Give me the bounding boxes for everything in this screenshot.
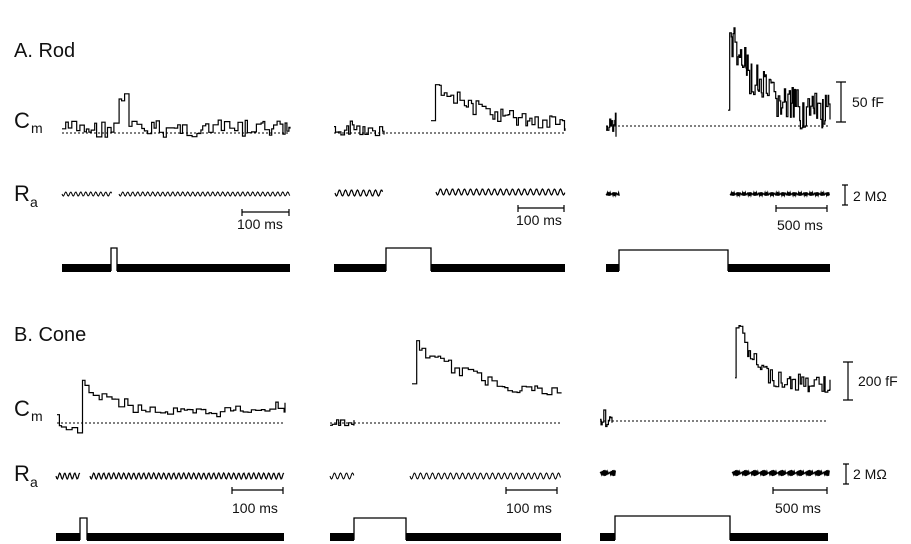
cm-label-rod-main: C bbox=[14, 108, 30, 133]
cone-capacitance-traces bbox=[57, 325, 831, 434]
ra-label-rod-main: R bbox=[14, 181, 30, 206]
ra-label-cone-main: R bbox=[14, 461, 30, 486]
rod-cap-scale-bar bbox=[836, 81, 846, 123]
cone-cm-trace-3-pre bbox=[600, 409, 613, 428]
cone-ra-trace-3-pre bbox=[599, 469, 616, 477]
rod-stim-2-pulse bbox=[385, 247, 432, 271]
panel-b-title: B. Cone bbox=[14, 324, 86, 346]
rod-time-scale-3-bar bbox=[775, 205, 828, 212]
rod-cm-trace-3-pre bbox=[606, 112, 617, 137]
rod-ra-trace-1-pre bbox=[61, 191, 113, 197]
cone-cap-scale-bar bbox=[843, 361, 853, 401]
rod-time-scale-1: 100 ms bbox=[237, 209, 290, 232]
rod-stim-1-pulse bbox=[110, 247, 118, 271]
rod-capacitance-traces bbox=[62, 27, 831, 138]
cone-ra-scale-label: 2 MΩ bbox=[853, 466, 887, 482]
cone-access-resistance-traces bbox=[55, 469, 830, 481]
rod-time-scale-3-label: 500 ms bbox=[777, 217, 823, 233]
cone-stimulus-traces bbox=[56, 515, 828, 541]
cone-time-scale-2: 100 ms bbox=[505, 487, 558, 516]
cone-ra-scale: 2 MΩ bbox=[843, 463, 887, 485]
rod-time-scale-1-bar bbox=[241, 209, 290, 216]
cm-label-cone-main: C bbox=[14, 396, 30, 421]
cone-time-scale-2-label: 100 ms bbox=[506, 500, 552, 516]
rod-ra-trace-1-post bbox=[118, 191, 291, 197]
cone-ra-trace-1-pre bbox=[55, 472, 81, 481]
cone-cm-trace-2-post bbox=[412, 340, 562, 396]
rod-ra-scale-bar bbox=[842, 184, 848, 206]
cone-ra-trace-1-post bbox=[89, 471, 285, 481]
cone-cm-trace-2-pre bbox=[330, 419, 355, 427]
cone-stim-2-pulse bbox=[353, 517, 407, 540]
rod-ra-scale-label: 2 MΩ bbox=[853, 188, 887, 204]
cone-cm-trace-1 bbox=[57, 379, 286, 434]
cone-ra-trace-2-post bbox=[409, 472, 561, 480]
rod-ra-trace-3-post bbox=[729, 190, 830, 198]
rod-cm-trace-2-post bbox=[431, 84, 566, 131]
rod-ra-trace-2-pre bbox=[334, 189, 384, 197]
rod-cm-trace-1 bbox=[62, 93, 291, 138]
cone-time-scale-3: 500 ms bbox=[772, 487, 828, 516]
rod-cap-scale: 50 fF bbox=[836, 81, 884, 123]
rod-cap-scale-label: 50 fF bbox=[852, 94, 884, 110]
rod-access-resistance-traces bbox=[61, 188, 830, 198]
cone-time-scale-1-bar bbox=[231, 487, 284, 494]
rod-ra-scale: 2 MΩ bbox=[842, 184, 887, 206]
rod-stimulus-traces bbox=[62, 247, 830, 272]
panel-a-title: A. Rod bbox=[14, 40, 75, 62]
ra-label-cone-sub: a bbox=[30, 474, 38, 490]
ra-label-rod-sub: a bbox=[30, 194, 38, 210]
rod-time-scale-2: 100 ms bbox=[516, 205, 565, 228]
rod-cm-trace-3-post bbox=[728, 27, 831, 130]
cone-time-scale-1: 100 ms bbox=[231, 487, 284, 516]
rod-time-scale-2-bar bbox=[517, 205, 565, 212]
rod-time-scale-1-label: 100 ms bbox=[237, 216, 283, 232]
rod-time-scale-3: 500 ms bbox=[775, 205, 828, 233]
cone-ra-trace-3-post bbox=[731, 469, 830, 477]
cm-label-cone-sub: m bbox=[31, 408, 43, 424]
cone-time-scale-2-bar bbox=[505, 487, 558, 494]
rod-cm-trace-2-pre bbox=[334, 120, 385, 137]
cone-ra-trace-2-pre bbox=[329, 472, 355, 480]
cone-cm-trace-3-post bbox=[735, 325, 831, 393]
ra-label-rod: R a bbox=[14, 181, 38, 210]
cone-time-scale-3-bar bbox=[772, 487, 828, 494]
cone-stim-1-pulse bbox=[79, 517, 88, 540]
rod-ra-trace-2-post bbox=[435, 188, 566, 196]
cm-label-rod: C m bbox=[14, 108, 43, 136]
cone-time-scale-1-label: 100 ms bbox=[232, 500, 278, 516]
ra-label-cone: R a bbox=[14, 461, 38, 490]
cone-stim-3-pulse bbox=[614, 515, 731, 540]
cone-cap-scale-label: 200 fF bbox=[858, 373, 898, 389]
cm-label-rod-sub: m bbox=[31, 120, 43, 136]
cm-label-cone: C m bbox=[14, 396, 43, 424]
cone-cap-scale: 200 fF bbox=[843, 361, 898, 401]
cone-time-scale-3-label: 500 ms bbox=[775, 500, 821, 516]
rod-stim-3-pulse bbox=[618, 249, 729, 271]
rod-time-scale-2-label: 100 ms bbox=[516, 212, 562, 228]
cone-ra-scale-bar bbox=[843, 463, 849, 485]
rod-ra-trace-3-pre bbox=[605, 190, 620, 198]
